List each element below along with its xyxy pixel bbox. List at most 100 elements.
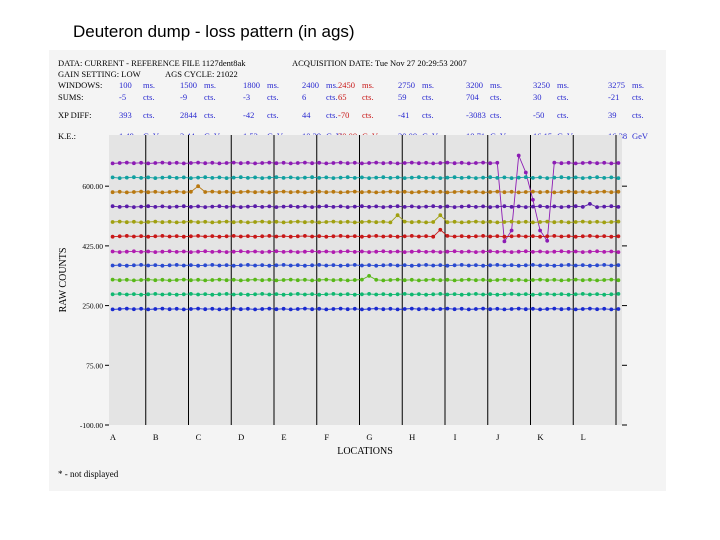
data-point <box>160 249 165 254</box>
data-point <box>388 220 393 225</box>
data-point <box>110 161 115 166</box>
data-point <box>374 220 379 225</box>
data-point <box>274 307 279 312</box>
data-point <box>552 160 557 165</box>
data-point <box>531 306 535 311</box>
data-point <box>189 176 193 180</box>
data-point <box>345 205 350 210</box>
header-gain-setting: GAIN SETTING: LOW <box>58 69 141 79</box>
data-point <box>509 189 514 194</box>
data-point <box>110 263 115 268</box>
data-point <box>459 306 464 311</box>
data-point <box>438 227 443 232</box>
data-point <box>545 219 550 224</box>
data-point <box>210 306 215 311</box>
x-tick-label: A <box>110 432 117 442</box>
data-point <box>388 234 393 239</box>
header-cell-value: 2450 <box>338 80 355 90</box>
data-point <box>381 234 386 239</box>
data-point <box>167 190 172 194</box>
data-point <box>253 292 257 297</box>
header-acquisition-date: ACQUISITION DATE: Tue Nov 27 20:29:53 20… <box>292 58 467 68</box>
data-point <box>260 219 265 224</box>
data-point <box>616 250 621 255</box>
data-point <box>523 307 528 312</box>
data-point <box>260 176 265 180</box>
data-point <box>481 175 485 180</box>
data-point <box>231 234 236 238</box>
data-point <box>210 160 215 165</box>
data-point <box>495 263 500 267</box>
data-point <box>124 249 129 254</box>
data-point <box>124 277 129 282</box>
data-point <box>452 190 457 194</box>
data-point <box>253 204 257 209</box>
data-point <box>395 190 400 195</box>
data-point <box>310 219 314 224</box>
data-point <box>602 189 607 194</box>
data-point <box>281 189 286 194</box>
data-point <box>531 234 535 239</box>
data-point <box>203 307 208 312</box>
data-point <box>153 307 158 311</box>
data-point <box>395 204 400 209</box>
data-point <box>381 307 386 312</box>
data-point <box>124 220 129 225</box>
data-point <box>509 219 514 224</box>
data-point <box>367 234 371 239</box>
data-point <box>495 176 500 180</box>
data-point <box>580 176 585 180</box>
data-point <box>295 250 300 255</box>
data-point <box>352 278 357 282</box>
data-point <box>331 292 336 296</box>
header-cell-unit: cts. <box>422 92 434 102</box>
data-point <box>531 263 535 267</box>
data-point <box>324 277 329 282</box>
data-point <box>602 160 607 165</box>
data-point <box>395 292 400 297</box>
data-point <box>452 205 457 210</box>
header-cell-unit: ms. <box>490 80 502 90</box>
data-point <box>616 307 621 311</box>
data-point <box>217 220 222 224</box>
data-point <box>538 190 542 195</box>
data-point <box>466 307 471 312</box>
data-point <box>474 278 478 283</box>
data-point <box>488 263 493 268</box>
data-point <box>224 292 229 296</box>
data-point <box>253 249 257 254</box>
data-point <box>580 205 585 209</box>
data-point <box>552 292 557 297</box>
data-point <box>167 234 172 239</box>
data-point <box>260 250 265 255</box>
data-point <box>438 292 443 296</box>
data-point <box>317 176 322 180</box>
data-point <box>139 204 143 209</box>
data-point <box>445 306 450 311</box>
data-point <box>274 175 279 180</box>
x-tick-label: C <box>196 432 202 442</box>
data-point <box>367 189 371 194</box>
data-point <box>217 263 222 268</box>
data-point <box>552 263 557 268</box>
header-cell-unit: cts. <box>632 110 644 120</box>
data-point <box>267 204 272 209</box>
data-point <box>274 161 279 166</box>
data-point <box>124 175 129 180</box>
data-point <box>210 220 215 225</box>
data-point <box>595 205 599 210</box>
data-point <box>217 234 222 239</box>
data-point <box>381 205 386 210</box>
data-point <box>452 278 457 283</box>
data-point <box>588 202 592 206</box>
data-point <box>424 278 428 282</box>
header-cell-unit: ms. <box>632 80 644 90</box>
data-point <box>580 219 585 224</box>
data-point <box>566 263 571 267</box>
data-point <box>324 204 329 209</box>
data-point <box>153 263 158 267</box>
data-point <box>117 176 122 180</box>
data-point <box>559 249 564 254</box>
data-point <box>260 292 265 296</box>
data-point <box>317 250 322 254</box>
